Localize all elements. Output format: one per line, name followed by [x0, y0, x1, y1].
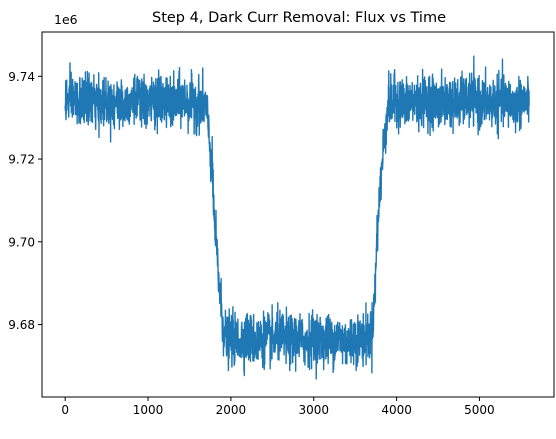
y-axis-offset-label: 1e6: [54, 12, 78, 27]
chart-title: Step 4, Dark Curr Removal: Flux vs Time: [152, 10, 446, 26]
x-tick-label: 5000: [464, 403, 495, 417]
x-tick-label: 4000: [381, 403, 412, 417]
x-tick-label: 1000: [133, 403, 164, 417]
y-tick-label: 9.74: [8, 70, 35, 84]
y-tick-label: 9.72: [8, 153, 35, 167]
x-tick-label: 3000: [298, 403, 329, 417]
x-tick-label: 0: [61, 403, 69, 417]
y-tick-label: 9.68: [8, 318, 35, 332]
x-tick-label: 2000: [216, 403, 247, 417]
y-tick-label: 9.70: [8, 235, 35, 249]
data-series-line-0: [64, 55, 530, 380]
plot-frame: [41, 31, 555, 398]
